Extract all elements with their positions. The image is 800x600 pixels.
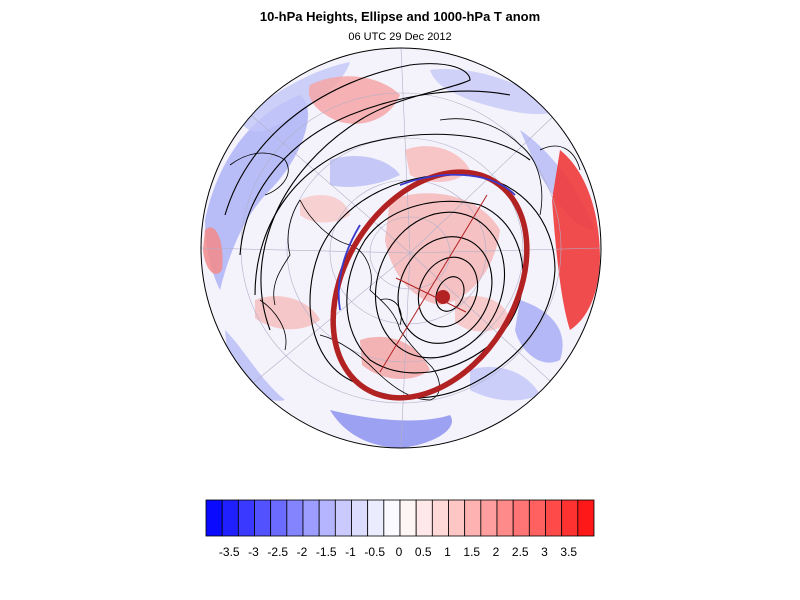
colorbar-swatch [383, 499, 401, 537]
colorbar-swatch [480, 499, 498, 537]
colorbar-tick-label: 0 [396, 545, 403, 559]
colorbar-swatch [205, 499, 223, 537]
colorbar-swatch [512, 499, 530, 537]
figure-subtitle: 06 UTC 29 Dec 2012 [348, 31, 452, 43]
coastlines [229, 118, 581, 401]
colorbar-swatch [415, 499, 433, 537]
colorbar-tick-label: -1.5 [316, 545, 337, 559]
colorbar-swatch [237, 499, 255, 537]
colorbar-swatch [561, 499, 579, 537]
colorbar-tick-label: -1 [345, 545, 356, 559]
colorbar-swatch [577, 499, 595, 537]
colorbar-swatch [302, 499, 320, 537]
colorbar-swatch [399, 499, 417, 537]
colorbar-swatch [351, 499, 369, 537]
ellipse-minor-axis [395, 277, 467, 313]
colorbar-tick-label: 2.5 [512, 545, 529, 559]
colorbar-tick-label: 2 [493, 545, 500, 559]
colorbar-swatch [545, 499, 563, 537]
colorbar-tick-label: 1.5 [463, 545, 480, 559]
colorbar-tick-label: 0.5 [415, 545, 432, 559]
colorbar-tick-label: 3.5 [560, 545, 577, 559]
colorbar-tick-label: -2 [297, 545, 308, 559]
colorbar-tick-label: -0.5 [364, 545, 385, 559]
colorbar-swatch [496, 499, 514, 537]
colorbar-tick-label: 3 [541, 545, 548, 559]
graticule [201, 48, 601, 448]
colorbar-tick-label: -3 [248, 545, 259, 559]
height-contours [224, 63, 556, 399]
ellipse-centroid-marker [436, 290, 450, 304]
colorbar-swatch [464, 499, 482, 537]
vortex-ellipse [330, 169, 530, 401]
colorbar-swatch [254, 499, 272, 537]
colorbar-swatch [221, 499, 239, 537]
globe-outline [200, 47, 602, 449]
colorbar-tick-label: -2.5 [267, 545, 288, 559]
figure-title: 10-hPa Heights, Ellipse and 1000-hPa T a… [259, 9, 541, 24]
colorbar-swatch [367, 499, 385, 537]
colorbar-tick-label: -3.5 [219, 545, 240, 559]
colorbar-swatch [334, 499, 352, 537]
colorbar-swatch [448, 499, 466, 537]
colorbar-tick-label: 1 [444, 545, 451, 559]
colorbar-swatch [318, 499, 336, 537]
colorbar-swatch [286, 499, 304, 537]
colorbar-swatch [431, 499, 449, 537]
colorbar-swatch [528, 499, 546, 537]
colorbar-swatch [270, 499, 288, 537]
colorbar: -3.5 -3 -2.5 -2 -1.5 -1 -0.5 0 0.5 1 1.5 2 2.5 3 3.5 [205, 499, 595, 559]
ellipse-major-axis [379, 194, 488, 373]
